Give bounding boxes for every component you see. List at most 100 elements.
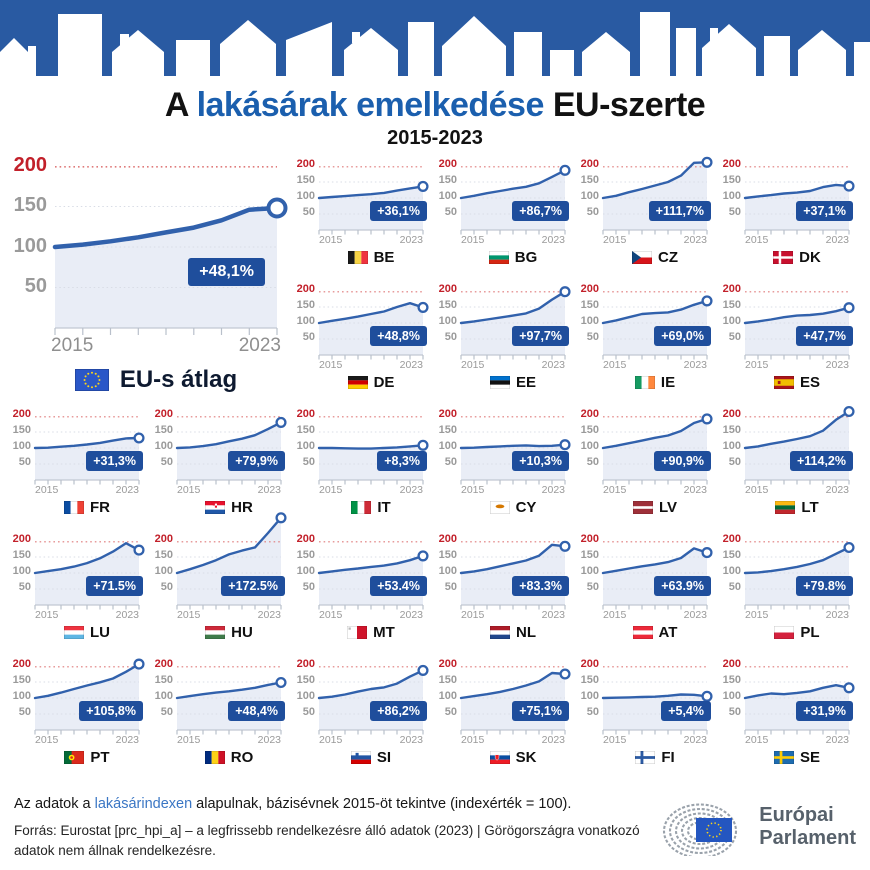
country-legend: DE	[319, 374, 423, 391]
plot-area: +79.8%	[743, 540, 855, 610]
flag-fi-icon	[635, 750, 656, 764]
pct-badge: +105,8%	[79, 700, 143, 721]
chart-at: 200 150 100 50 +63.9% 2015 2023 AT	[579, 534, 713, 653]
y-label-200-limit: 200	[296, 658, 315, 671]
ep-logo-line2: Parlament	[759, 826, 856, 849]
y-label: 50	[18, 581, 31, 594]
y-label: 50	[302, 706, 315, 719]
housing-index-link[interactable]: lakásárindexen	[94, 795, 193, 812]
country-legend: NL	[461, 624, 565, 641]
flag-bg-icon	[488, 250, 509, 264]
chart-ro: 200 150 100 50 +48,4% 2015 2023 RO	[153, 659, 287, 778]
y-label: 100	[722, 190, 741, 203]
pct-badge: +8,3%	[377, 450, 427, 471]
country-legend: LT	[745, 499, 849, 516]
y-label: 100	[580, 690, 599, 703]
chart-sk: 200 150 100 50 +75,1% 2015 2023 SK	[437, 659, 571, 778]
x-end-label: 2023	[683, 233, 707, 246]
plot-area: +114,2%	[743, 405, 855, 485]
plot-area: +48,8%	[317, 290, 429, 360]
chart-pt: 200 150 100 50 +105,8% 2015 2023 PT	[11, 658, 145, 778]
y-label: 50	[728, 706, 741, 719]
y-label: 100	[154, 690, 173, 703]
y-label: 100	[722, 315, 741, 328]
y-label: 50	[444, 331, 457, 344]
country-legend: SK	[461, 749, 565, 766]
y-axis-labels: 200 150 100 50	[721, 159, 745, 230]
x-axis-labels: 2015 2023	[603, 734, 707, 746]
country-code: LV	[658, 498, 678, 516]
plot-area: +90,9%	[601, 413, 713, 485]
footer: Az adatok a lakásárindexen alapulnak, bá…	[14, 796, 856, 862]
x-end-label: 2023	[399, 233, 423, 246]
x-end-label: 2023	[115, 608, 139, 621]
x-start-label: 2015	[745, 233, 769, 246]
y-label: 50	[18, 456, 31, 469]
x-end-label: 2023	[257, 608, 281, 621]
y-axis-labels: 200 150 100 50	[721, 534, 745, 605]
y-label: 100	[296, 565, 315, 578]
chart-mt: 200 150 100 50 +53.4% 2015 2023 MT	[295, 534, 429, 653]
flag-it-icon	[351, 500, 372, 514]
ep-logo-line1: Európai	[759, 803, 834, 826]
chart-ie: 200 150 100 50 +69,0% 2015 2023 IE	[579, 284, 713, 403]
title-part2: EU-szerte	[543, 86, 706, 124]
country-legend: RO	[177, 749, 281, 766]
country-legend: IT	[319, 499, 423, 516]
country-legend: SI	[319, 749, 423, 766]
chart-lu: 200 150 100 50 +71.5% 2015 2023 LU	[11, 534, 145, 653]
y-axis-labels: 200 150 100 50	[721, 409, 745, 480]
plot-area: +37,1%	[743, 165, 855, 235]
country-legend: PT	[35, 749, 139, 766]
plot-area: +172.5%	[175, 511, 287, 610]
flag-at-icon	[632, 625, 653, 639]
x-axis-labels: 2015 2023	[319, 359, 423, 371]
footer-note: Az adatok a lakásárindexen alapulnak, bá…	[14, 796, 658, 812]
flag-hu-icon	[205, 625, 226, 639]
y-axis-labels: 200 150 100 50	[579, 159, 603, 230]
x-axis-labels: 2015 2023	[603, 609, 707, 621]
x-start-label: 2015	[461, 733, 485, 746]
country-legend: BG	[461, 249, 565, 266]
y-axis-labels: 200 150 100 50	[579, 284, 603, 355]
country-code: DE	[373, 373, 395, 391]
country-code: AT	[658, 623, 678, 641]
y-axis-labels: 200 150 100 50	[579, 534, 603, 605]
x-end-label: 2023	[399, 483, 423, 496]
y-label: 50	[728, 206, 741, 219]
y-label-200-limit: 200	[580, 283, 599, 296]
x-end-label: 2023	[683, 358, 707, 371]
flag-mt-icon	[347, 625, 368, 639]
y-label: 150	[722, 174, 741, 187]
y-axis-labels: 200 150 100 50	[11, 659, 35, 730]
country-code: FI	[661, 748, 675, 766]
y-axis-labels: 200 150 100 50	[295, 659, 319, 730]
eu-x-axis-labels: 2015 2023	[51, 335, 281, 357]
chart-cy: 200 150 100 50 +10,3% 2015 2023 CY	[437, 409, 571, 528]
y-label: 50	[586, 206, 599, 219]
country-code: CZ	[658, 248, 678, 266]
y-axis-labels: 200 150 100 50	[153, 409, 177, 480]
flag-sk-icon	[489, 750, 510, 764]
y-label-200-limit: 200	[12, 408, 31, 421]
plot-area: +31,3%	[33, 415, 145, 485]
country-code: HR	[231, 498, 253, 516]
page-title: A lakásárak emelkedése EU-szerte	[0, 86, 870, 124]
x-axis-labels: 2015 2023	[745, 734, 849, 746]
chart-lt: 200 150 100 50 +114,2% 2015 2023 LT	[721, 405, 855, 528]
chart-se: 200 150 100 50 +31,9% 2015 2023 SE	[721, 659, 855, 778]
country-code: PL	[800, 623, 820, 641]
x-axis-labels: 2015 2023	[461, 234, 565, 246]
x-axis-labels: 2015 2023	[603, 359, 707, 371]
y-label: 150	[13, 194, 47, 217]
line-chart-svg	[52, 165, 288, 335]
y-label: 150	[580, 549, 599, 562]
plot-area: +69,0%	[601, 290, 713, 360]
country-legend: CZ	[603, 249, 707, 266]
x-axis-labels: 2015 2023	[461, 484, 565, 496]
y-label: 50	[586, 581, 599, 594]
y-label: 100	[154, 565, 173, 578]
country-legend: FI	[603, 749, 707, 766]
y-axis-labels: 200 150 100 50	[11, 534, 35, 605]
y-label: 150	[296, 174, 315, 187]
